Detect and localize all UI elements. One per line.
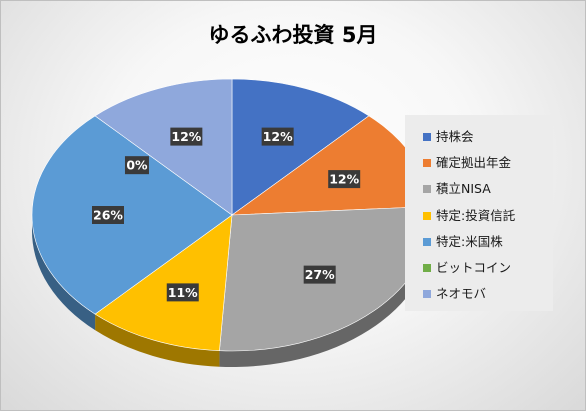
legend-label: ネオモバ (436, 286, 487, 302)
svg-text:27%: 27% (305, 267, 335, 282)
data-label-1: 12% (328, 170, 361, 189)
legend-swatch (423, 290, 431, 299)
svg-text:12%: 12% (329, 172, 359, 187)
data-label-4: 26% (92, 206, 124, 224)
legend-item-5: ビットコイン (423, 258, 511, 278)
pie-slice-4 (31, 115, 233, 315)
legend-label: 積立NISA (436, 181, 491, 197)
legend-item-2: 積立NISA (423, 179, 491, 199)
legend-swatch (423, 185, 431, 194)
legend-item-3: 特定:投資信託 (423, 206, 515, 226)
legend-swatch (423, 264, 431, 272)
legend: 持株会確定拠出年金 積立NISA 特定:投資信託 特定:米国株 ビットコイン ネオモバ (405, 115, 553, 311)
legend-label: ビットコイン (436, 260, 512, 275)
pie-slice-3 (94, 214, 233, 352)
pie-side-3 (95, 314, 220, 367)
data-label-6: 12% (170, 127, 203, 146)
data-label-3: 11% (166, 283, 199, 302)
legend-item-0: 持株会 (423, 127, 474, 147)
data-label-2: 27% (303, 265, 336, 284)
pie-side-4 (32, 215, 96, 331)
legend-label: 特定:米国株 (436, 233, 503, 249)
pie-slice-0 (231, 78, 370, 216)
data-label-5: 0% (124, 156, 149, 175)
legend-item-1: 確定拠出年金 (423, 153, 511, 173)
legend-swatch (423, 159, 431, 168)
svg-text:12%: 12% (171, 129, 201, 144)
legend-item-4: 特定:米国株 (423, 232, 503, 252)
legend-label: 特定:投資信託 (436, 207, 516, 223)
legend-label: 持株会 (436, 129, 474, 144)
legend-swatch (423, 237, 431, 246)
data-label-0: 12% (261, 127, 294, 146)
chart-title: ゆるふわ投資 5月 (208, 23, 378, 47)
svg-text:12%: 12% (263, 129, 293, 144)
pie-slice-6 (94, 78, 233, 216)
pie-side-2 (219, 215, 432, 367)
svg-text:26%: 26% (93, 208, 123, 223)
legend-swatch (423, 211, 431, 220)
svg-text:0%: 0% (126, 158, 148, 173)
legend-label: 確定拠出年金 (436, 155, 512, 171)
svg-text:11%: 11% (168, 285, 198, 300)
legend-item-6: ネオモバ (423, 284, 486, 304)
legend-swatch (423, 133, 431, 141)
